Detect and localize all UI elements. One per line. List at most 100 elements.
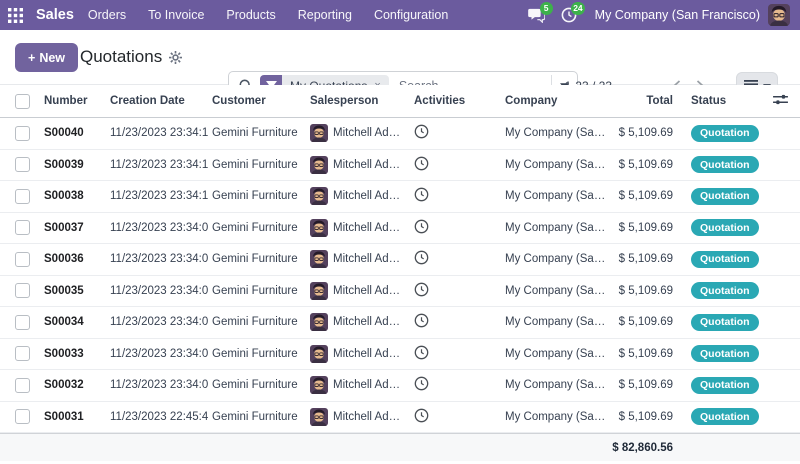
header-number[interactable]: Number [44,95,88,107]
status-badge: Quotation [691,376,759,394]
status-badge: Quotation [691,282,759,300]
quotations-list: Number Creation Date Customer Salesperso… [0,85,800,461]
row-checkbox[interactable] [14,346,30,362]
activities-button[interactable]: 24 [557,2,585,27]
status-badge: Quotation [691,250,759,268]
cell-customer: Gemini Furniture [212,190,298,203]
status-badge: Quotation [691,408,759,426]
adjust-columns-icon[interactable] [773,93,788,109]
row-checkbox[interactable] [14,377,30,393]
select-all-checkbox[interactable] [14,93,30,109]
salesperson-name: Mitchell Admin [333,316,405,329]
salesperson-name: Mitchell Admin [333,347,405,360]
cell-salesperson: Mitchell Admin [310,407,408,426]
activity-clock-icon[interactable] [414,313,429,328]
table-row[interactable]: S00031 11/23/2023 22:45:4 Gemini Furnitu… [0,401,800,433]
cell-creation-date: 11/23/2023 23:34:0 [110,347,209,360]
company-switcher[interactable]: My Company (San Francisco) [594,8,760,22]
cell-salesperson: Mitchell Admin [310,313,408,332]
cell-salesperson: Mitchell Admin [310,187,408,206]
table-row[interactable]: S00035 11/23/2023 23:34:0 Gemini Furnitu… [0,275,800,307]
row-checkbox[interactable] [14,188,30,204]
row-checkbox[interactable] [14,157,30,173]
cell-total: $ 5,109.69 [618,221,673,234]
user-avatar-image [768,4,790,26]
header-activities[interactable]: Activities [414,95,466,107]
activity-clock-icon[interactable] [414,250,429,265]
salesperson-name: Mitchell Admin [333,190,405,203]
header-customer[interactable]: Customer [212,95,266,107]
table-row[interactable]: S00039 11/23/2023 23:34:1 Gemini Furnitu… [0,149,800,181]
activity-clock-icon[interactable] [414,187,429,202]
row-checkbox[interactable] [14,251,30,267]
header-status[interactable]: Status [691,95,727,107]
row-checkbox[interactable] [14,409,30,425]
row-checkbox[interactable] [14,220,30,236]
header-creation-date[interactable]: Creation Date [110,95,185,107]
header-total[interactable]: Total [646,95,673,107]
activity-clock-icon[interactable] [414,219,429,234]
cell-customer: Gemini Furniture [212,127,298,140]
plus-icon: + [28,50,36,65]
cell-total: $ 5,109.69 [618,316,673,329]
cell-customer: Gemini Furniture [212,221,298,234]
activity-clock-icon[interactable] [414,376,429,391]
activity-clock-icon[interactable] [414,156,429,171]
salesperson-avatar [310,407,328,426]
new-button[interactable]: + New [15,43,79,72]
apps-menu-icon[interactable] [0,0,30,30]
view-settings-gear-icon[interactable] [169,50,183,64]
topbar-menu-item[interactable]: Orders [87,8,127,22]
salesperson-name: Mitchell Admin [333,127,405,140]
cell-customer: Gemini Furniture [212,347,298,360]
table-row[interactable]: S00033 11/23/2023 23:34:0 Gemini Furnitu… [0,338,800,370]
cell-creation-date: 11/23/2023 23:34:1 [110,127,209,140]
cell-creation-date: 11/23/2023 23:34:1 [110,158,209,171]
cell-number: S00032 [44,379,84,392]
activity-clock-icon[interactable] [414,408,429,423]
table-row[interactable]: S00034 11/23/2023 23:34:0 Gemini Furnitu… [0,307,800,339]
table-row[interactable]: S00037 11/23/2023 23:34:0 Gemini Furnitu… [0,212,800,244]
table-row[interactable]: S00038 11/23/2023 23:34:1 Gemini Furnitu… [0,181,800,213]
grid-icon [7,7,23,23]
cell-total: $ 5,109.69 [618,127,673,140]
activity-clock-icon[interactable] [414,124,429,139]
row-checkbox[interactable] [14,314,30,330]
view-title-area: Quotations [80,47,183,67]
salesperson-name: Mitchell Admin [333,410,405,423]
cell-total: $ 5,109.69 [618,347,673,360]
salesperson-avatar [310,344,328,363]
cell-total: $ 5,109.69 [618,284,673,297]
messages-badge: 5 [539,2,553,15]
cell-salesperson: Mitchell Admin [310,344,408,363]
header-company[interactable]: Company [505,95,558,107]
cell-number: S00040 [44,127,84,140]
cell-creation-date: 11/23/2023 23:34:0 [110,253,209,266]
page-title: Quotations [80,47,163,66]
header-salesperson[interactable]: Salesperson [310,95,379,107]
app-name[interactable]: Sales [36,7,74,23]
cell-company: My Company (San Francisco) [505,347,610,360]
user-avatar[interactable] [768,4,790,26]
topbar-menu-item[interactable]: To Invoice [148,8,205,22]
topbar-menu-item[interactable]: Configuration [373,8,449,22]
status-badge: Quotation [691,156,759,174]
topbar-menu-item[interactable]: Products [226,8,276,22]
activity-clock-icon[interactable] [414,282,429,297]
table-row[interactable]: S00032 11/23/2023 23:34:0 Gemini Furnitu… [0,370,800,402]
cell-company: My Company (San Francisco) [505,158,610,171]
activity-clock-icon[interactable] [414,345,429,360]
cell-total: $ 5,109.69 [618,410,673,423]
cell-creation-date: 11/23/2023 23:34:1 [110,190,209,203]
row-checkbox[interactable] [14,283,30,299]
table-row[interactable]: S00036 11/23/2023 23:34:0 Gemini Furnitu… [0,244,800,276]
messages-button[interactable]: 5 [525,2,553,27]
table-row[interactable]: S00040 11/23/2023 23:34:1 Gemini Furnitu… [0,118,800,150]
row-checkbox[interactable] [14,125,30,141]
activities-badge: 24 [571,2,585,15]
control-panel: +New Quotations My Quo [0,30,800,101]
status-badge: Quotation [691,219,759,237]
cell-number: S00036 [44,253,84,266]
topbar-menu-item[interactable]: Reporting [297,8,352,22]
